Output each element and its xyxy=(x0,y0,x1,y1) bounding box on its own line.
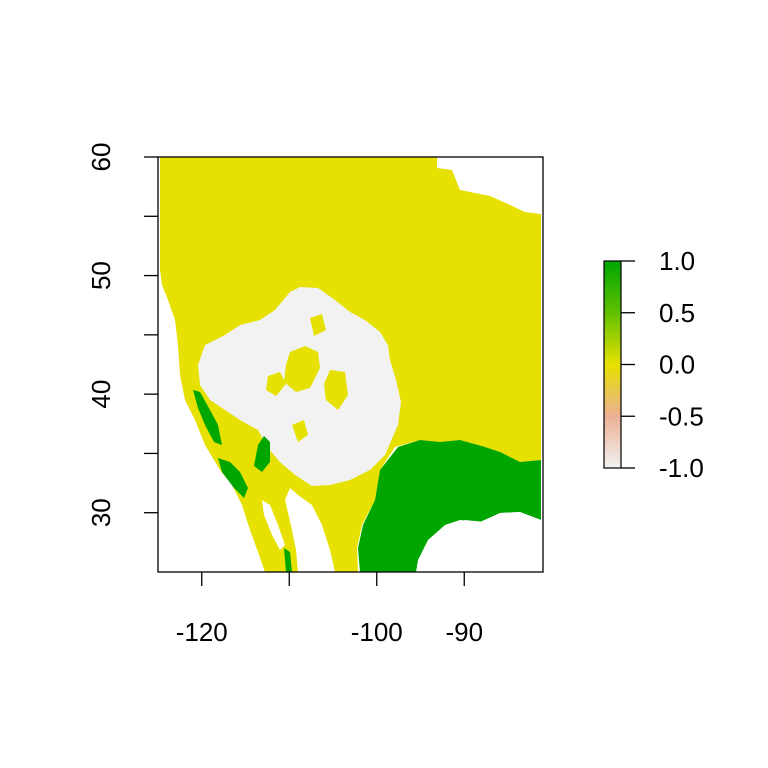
legend-tick-label: -1.0 xyxy=(659,453,704,483)
y-tick-label: 50 xyxy=(86,261,116,290)
x-tick-label: -120 xyxy=(176,617,228,647)
x-tick-label: -90 xyxy=(445,617,483,647)
legend-tick-label: 0.5 xyxy=(659,298,695,328)
y-tick-label: 30 xyxy=(86,498,116,527)
x-axis: -120 -100 -90 xyxy=(176,572,483,647)
map-raster xyxy=(160,157,541,572)
legend-tick-label: 0.0 xyxy=(659,350,695,380)
legend-ticks: 1.0 0.5 0.0 -0.5 -1.0 xyxy=(621,246,704,483)
legend-tick-label: 1.0 xyxy=(659,246,695,276)
y-tick-label: 60 xyxy=(86,143,116,172)
x-tick-label: -100 xyxy=(351,617,403,647)
color-legend: 1.0 0.5 0.0 -0.5 -1.0 xyxy=(604,246,704,483)
y-tick-label: 40 xyxy=(86,380,116,409)
y-axis: 30 40 50 60 xyxy=(86,143,158,528)
legend-tick-label: -0.5 xyxy=(659,401,704,431)
legend-bar xyxy=(604,261,621,468)
